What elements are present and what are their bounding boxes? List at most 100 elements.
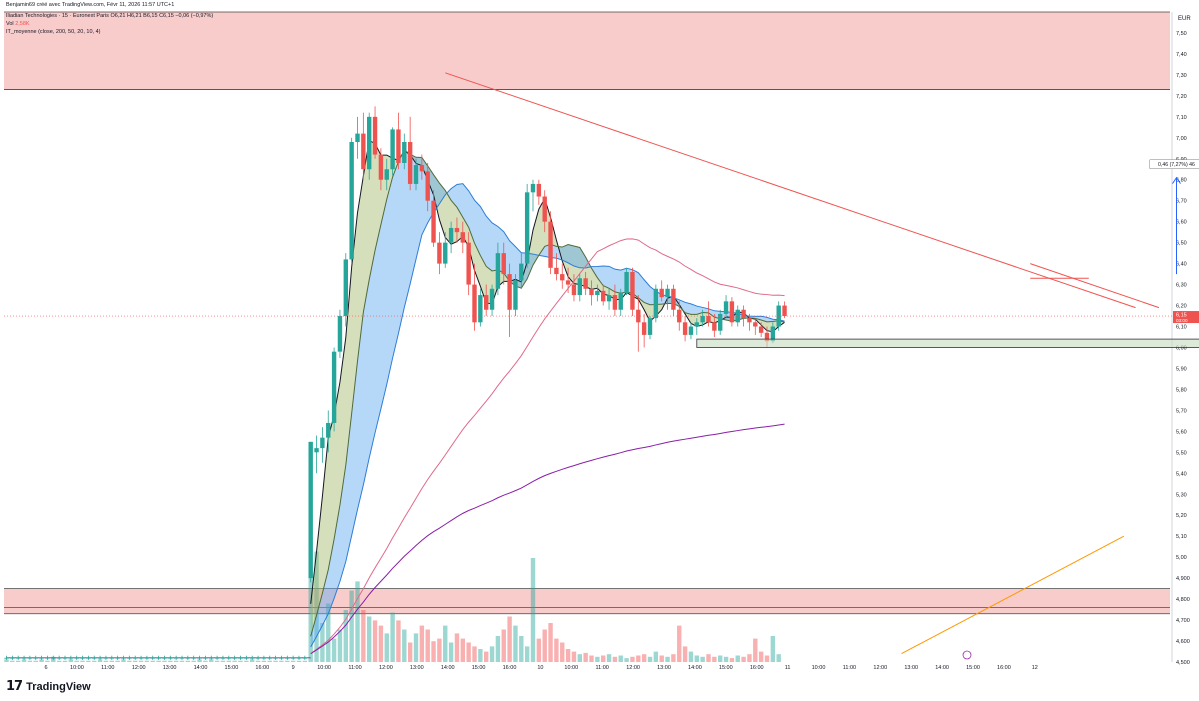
volume-bar: [595, 656, 600, 662]
candle: [250, 655, 255, 660]
candle: [653, 284, 659, 323]
candle: [460, 221, 465, 254]
y-tick-label: 4,700: [1176, 618, 1190, 624]
candle-body: [402, 142, 407, 163]
volume-bar: [641, 654, 647, 662]
candle-body: [133, 657, 138, 659]
x-tick-label: 10: [537, 665, 543, 671]
volume-bar: [168, 660, 173, 662]
candle: [723, 295, 729, 319]
candle-body: [636, 309, 641, 323]
candle: [384, 158, 389, 191]
candle-body: [62, 657, 68, 659]
volume-bar: [530, 558, 536, 662]
volume-bar: [758, 651, 764, 662]
volume-bar: [197, 659, 202, 662]
indicator-line[interactable]: IT_moyenne (close, 200, 50, 20, 10, 4): [6, 29, 101, 35]
volume-bar: [267, 660, 272, 662]
candle: [10, 655, 15, 660]
candle: [688, 322, 694, 340]
volume-bar: [501, 629, 506, 662]
volume-bar: [10, 660, 15, 662]
volume-bar: [741, 656, 746, 662]
ma-line-200: [310, 423, 785, 655]
candle-body: [577, 278, 582, 296]
x-tick-label: 12:00: [873, 665, 887, 671]
candle: [396, 112, 401, 170]
volume-bar: [273, 660, 278, 662]
candle-body: [150, 657, 155, 659]
candle: [97, 655, 103, 660]
candle: [209, 655, 214, 660]
x-tick-label: 14:00: [935, 665, 949, 671]
candle-body: [682, 322, 688, 335]
candle-body: [612, 295, 618, 310]
volume-bar: [478, 649, 483, 662]
volume-bar: [454, 633, 460, 662]
credit-line: Benjamin69 créé avec TradingView.com, Fé…: [6, 2, 175, 8]
y-tick-label: 5,20: [1176, 513, 1187, 519]
event-marker-icon: [962, 650, 972, 660]
candle: [595, 284, 600, 302]
candle-body: [764, 332, 770, 342]
candle-body: [653, 288, 659, 319]
y-tick-label: 6,70: [1176, 199, 1187, 205]
candle-body: [121, 657, 126, 659]
volume-bar: [244, 660, 249, 662]
tradingview-brand[interactable]: 17 TradingView: [6, 679, 91, 694]
x-tick-label: 11:00: [101, 665, 114, 671]
candle: [671, 284, 676, 317]
volume-bar: [712, 656, 717, 662]
candle-body: [554, 267, 559, 275]
volume-bar: [735, 655, 740, 662]
volume-bar: [653, 651, 659, 662]
candle: [571, 274, 577, 302]
x-tick-label: 16:00: [255, 665, 269, 671]
candle: [758, 322, 764, 337]
candle-body: [571, 284, 577, 296]
candle: [372, 106, 378, 159]
candle: [665, 284, 670, 310]
candle: [718, 309, 723, 335]
y-tick-label: 6,50: [1176, 241, 1187, 247]
volume-bar: [33, 660, 38, 662]
volume-value: 2,58K: [15, 21, 30, 27]
candle-body: [770, 326, 776, 342]
candle-body: [583, 278, 588, 289]
candle: [507, 263, 512, 337]
volume-bar: [489, 646, 495, 662]
volume-bar: [665, 656, 670, 662]
x-tick-label: 11: [785, 665, 791, 671]
y-tick-label: 6,60: [1176, 220, 1187, 226]
candle: [314, 435, 319, 474]
y-tick-label: 7,30: [1176, 73, 1187, 79]
candle-body: [279, 657, 284, 659]
candle-body: [51, 657, 56, 659]
candle-body: [413, 165, 419, 184]
x-tick-label: 15:00: [472, 665, 486, 671]
candle: [4, 655, 9, 660]
candle-body: [115, 657, 120, 659]
candle: [138, 655, 144, 660]
volume-bar: [343, 610, 348, 662]
candle-body: [255, 657, 261, 659]
x-tick-label: 11:00: [843, 665, 856, 671]
candle-body: [665, 288, 670, 298]
volume-bar: [729, 658, 735, 662]
volume-bar: [296, 660, 302, 662]
candle: [560, 263, 565, 289]
candle: [741, 305, 746, 327]
x-tick-label: 16:00: [997, 665, 1011, 671]
y-tick-label: 4,900: [1176, 576, 1190, 582]
candle-body: [39, 657, 44, 659]
candle-body: [21, 657, 27, 659]
x-tick-label: 10:00: [70, 665, 84, 671]
candle-body: [601, 290, 606, 302]
candle-body: [285, 657, 290, 659]
volume-bar: [700, 656, 705, 662]
candle-body: [331, 351, 337, 423]
volume-bar: [86, 660, 91, 662]
volume-bar: [407, 642, 413, 662]
volume-bar: [413, 633, 419, 662]
